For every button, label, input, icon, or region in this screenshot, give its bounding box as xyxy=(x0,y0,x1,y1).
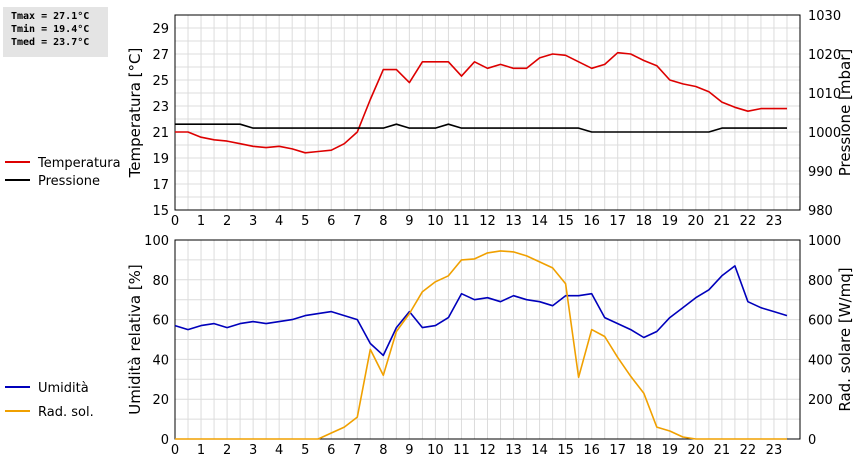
x-tick-label: 18 xyxy=(635,214,652,229)
x-tick-label: 20 xyxy=(688,443,705,458)
x-tick-label: 3 xyxy=(249,214,257,229)
x-tick-label: 10 xyxy=(427,443,444,458)
y-left-tick-label: 40 xyxy=(152,353,169,368)
y-left-tick-label: 20 xyxy=(152,393,169,408)
y-left-tick-label: 25 xyxy=(152,74,169,89)
y-left-tick-label: 15 xyxy=(152,204,169,219)
x-tick-label: 10 xyxy=(427,214,444,229)
x-tick-label: 21 xyxy=(714,443,731,458)
x-tick-label: 14 xyxy=(531,443,548,458)
x-tick-label: 15 xyxy=(557,214,574,229)
legend-label: Umidità xyxy=(38,381,89,396)
x-tick-label: 0 xyxy=(171,214,179,229)
y-right-tick-label: 0 xyxy=(808,433,816,448)
x-tick-label: 23 xyxy=(766,214,783,229)
stats-tmed: Tmed = 23.7°C xyxy=(11,37,90,48)
y-left-axis-title: Umidità relativa [%] xyxy=(126,264,144,415)
y-left-tick-label: 27 xyxy=(152,48,169,63)
x-tick-label: 4 xyxy=(275,214,283,229)
chart-1: 0 1 2 3 4 5 6 7 8 9 10 11 12 13 14 15 16 17 18 19 20 21 22 2302… xyxy=(5,234,854,458)
series-line-pressione xyxy=(175,123,787,133)
x-tick-label: 3 xyxy=(249,443,257,458)
x-tick-label: 19 xyxy=(662,443,679,458)
y-right-tick-label: 1000 xyxy=(808,126,841,141)
x-tick-label: 8 xyxy=(379,443,387,458)
x-tick-label: 5 xyxy=(301,443,309,458)
y-right-tick-label: 400 xyxy=(808,353,833,368)
plot-frame xyxy=(174,14,801,211)
x-tick-label: 23 xyxy=(766,443,783,458)
stats-tmax: Tmax = 27.1°C xyxy=(11,11,90,22)
x-tick-label: 2 xyxy=(223,443,231,458)
x-tick-label: 1 xyxy=(197,214,205,229)
y-left-tick-label: 100 xyxy=(144,234,169,249)
x-tick-label: 5 xyxy=(301,214,309,229)
stats-box: Tmax = 27.1°C Tmin = 19.4°C Tmed = 23.7°… xyxy=(3,7,108,57)
x-tick-label: 8 xyxy=(379,214,387,229)
y-left-tick-label: 21 xyxy=(152,126,169,141)
y-left-tick-label: 23 xyxy=(152,100,169,115)
x-tick-label: 7 xyxy=(353,214,361,229)
x-tick-label: 9 xyxy=(405,443,413,458)
x-tick-label: 12 xyxy=(479,443,496,458)
x-tick-label: 22 xyxy=(740,443,757,458)
x-tick-label: 6 xyxy=(327,214,335,229)
x-tick-label: 4 xyxy=(275,443,283,458)
x-tick-label: 16 xyxy=(583,214,600,229)
legend-label: Pressione xyxy=(38,174,100,189)
y-right-tick-label: 1020 xyxy=(808,48,841,63)
x-tick-label: 14 xyxy=(531,214,548,229)
series-line-temperatura xyxy=(175,51,787,154)
y-right-tick-label: 200 xyxy=(808,393,833,408)
x-tick-label: 6 xyxy=(327,443,335,458)
x-tick-label: 17 xyxy=(609,214,626,229)
x-tick-label: 11 xyxy=(453,443,470,458)
x-tick-label: 18 xyxy=(635,443,652,458)
y-right-axis-title: Pressione [mbar] xyxy=(836,49,854,177)
x-tick-label: 1 xyxy=(197,443,205,458)
y-left-tick-label: 60 xyxy=(152,314,169,329)
y-left-tick-label: 29 xyxy=(152,22,169,37)
x-tick-label: 7 xyxy=(353,443,361,458)
y-right-tick-label: 990 xyxy=(808,165,833,180)
plot-frame xyxy=(174,239,801,440)
y-right-tick-label: 1000 xyxy=(808,234,841,249)
y-right-tick-label: 1030 xyxy=(808,9,841,24)
x-tick-label: 19 xyxy=(662,214,679,229)
x-tick-label: 11 xyxy=(453,214,470,229)
series-line-umidit- xyxy=(174,265,788,357)
x-tick-label: 2 xyxy=(223,214,231,229)
x-tick-label: 13 xyxy=(505,443,522,458)
x-tick-label: 20 xyxy=(688,214,705,229)
y-left-tick-label: 17 xyxy=(152,178,169,193)
x-tick-label: 16 xyxy=(583,443,600,458)
y-right-tick-label: 800 xyxy=(808,274,833,289)
x-tick-label: 15 xyxy=(557,443,574,458)
y-left-tick-label: 0 xyxy=(161,433,169,448)
y-right-tick-label: 980 xyxy=(808,204,833,219)
legend-label: Temperatura xyxy=(37,156,121,171)
series-line-rad-sol- xyxy=(175,250,787,440)
y-right-axis-title: Rad. solare [W/mq] xyxy=(836,267,854,411)
y-right-tick-label: 1010 xyxy=(808,87,841,102)
chart-0: 0 1 2 3 4 5 6 7 8 9 10 11 12 13 14 15 16 17 18 19 20 21 22 2315… xyxy=(5,9,854,229)
x-tick-label: 21 xyxy=(714,214,731,229)
x-tick-label: 9 xyxy=(405,214,413,229)
legend-label: Rad. sol. xyxy=(38,405,94,420)
x-tick-label: 13 xyxy=(505,214,522,229)
x-tick-label: 17 xyxy=(609,443,626,458)
x-tick-label: 12 xyxy=(479,214,496,229)
y-left-tick-label: 80 xyxy=(152,274,169,289)
x-tick-label: 22 xyxy=(740,214,757,229)
y-left-axis-title: Temperatura [°C] xyxy=(126,48,144,179)
stats-tmin: Tmin = 19.4°C xyxy=(11,24,90,35)
y-left-tick-label: 19 xyxy=(152,152,169,167)
x-tick-label: 0 xyxy=(171,443,179,458)
y-right-tick-label: 600 xyxy=(808,314,833,329)
